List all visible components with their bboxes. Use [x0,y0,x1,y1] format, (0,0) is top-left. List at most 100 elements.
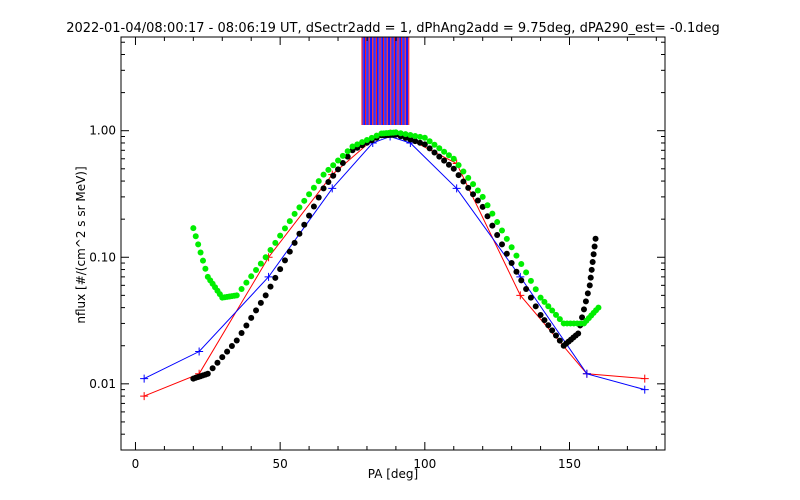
axes-layer: 0 50 100 150 0.01 0.10 1.00 [89,37,665,471]
series-line [143,132,645,397]
fit-point [465,184,472,191]
fit-point [455,172,462,179]
fit-point [233,337,240,344]
y-tick-label: 1.00 [89,124,116,138]
fit-point [436,145,443,152]
vertical-lines-cluster [361,37,410,125]
fit-point [494,231,501,238]
fit-point [192,233,199,240]
fit-point [470,191,477,198]
fit-point [197,249,204,256]
fit-point [532,286,539,293]
fit-point [556,337,563,344]
fit-point [508,244,515,251]
fit-point [190,225,197,232]
fit-point [339,152,346,159]
fit-point [339,160,346,167]
data-point [640,385,649,394]
series-2 [190,131,599,382]
fit-point [407,132,414,139]
fit-point [494,219,501,226]
fit-point [267,247,274,254]
fit-point [518,261,525,268]
fit-point [584,290,591,297]
fit-point [224,348,231,355]
fit-point [202,265,209,272]
fit-point [513,252,520,259]
fit-point [503,250,510,257]
fit-point [344,153,351,160]
fit-point [586,282,593,289]
fit-point [296,204,303,211]
fit-point [248,273,255,280]
fit-point [238,329,245,336]
fit-point [441,157,448,164]
series-3 [190,129,602,327]
fit-point [575,330,582,337]
fit-point [330,172,337,179]
fit-point [556,316,563,323]
fit-point [257,260,264,267]
plot-frame [120,36,666,451]
fit-point [445,152,452,159]
fit-point [513,268,520,275]
fit-point [549,327,556,334]
fit-point [460,168,467,175]
fit-point [541,298,548,305]
fit-point [325,166,332,173]
fit-point [498,241,505,248]
x-tick-label: 100 [413,457,436,471]
x-tick-label: 150 [558,457,581,471]
fit-point [412,132,419,139]
fit-point [582,298,589,305]
fit-point [441,148,448,155]
series-layer [140,129,649,401]
data-point [264,272,273,281]
fit-point [320,171,327,178]
fit-point [402,131,409,138]
series-1 [140,132,649,394]
fit-point [248,314,255,321]
fit-point [267,283,274,290]
fit-point [474,187,481,194]
fit-point [272,274,279,281]
fit-point [277,266,284,273]
fit-point [460,178,467,185]
fit-point [209,365,216,372]
data-point [452,184,461,193]
fit-point [195,241,202,248]
fit-point [286,218,293,225]
fit-point [335,166,342,173]
fit-point [553,311,560,318]
fit-point [549,307,556,314]
fit-point [243,279,250,286]
fit-point [301,197,308,204]
fit-point [523,286,530,293]
fit-point [253,266,260,273]
series-line [143,135,645,391]
x-axis-label: PA [deg] [368,467,418,481]
fit-point [537,294,544,301]
data-point [516,291,525,300]
fit-point [392,129,399,136]
data-point [328,184,337,193]
fit-point [426,138,433,145]
fit-point [498,227,505,234]
fit-point [204,370,211,377]
fit-point [579,314,586,321]
fit-point [426,145,433,152]
fit-point [315,194,322,201]
fit-point [417,139,424,146]
fit-point [431,149,438,156]
fit-point [233,292,240,299]
fit-point [545,322,552,329]
fit-point [541,317,548,324]
fit-point [421,141,428,148]
fit-point [553,332,560,339]
fit-point [474,197,481,204]
fit-point [277,232,284,239]
fit-point [479,193,486,200]
fit-point [219,354,226,361]
chart-title: 2022-01-04/08:00:17 - 08:06:19 UT, dSect… [66,21,720,36]
fit-point [518,277,525,284]
